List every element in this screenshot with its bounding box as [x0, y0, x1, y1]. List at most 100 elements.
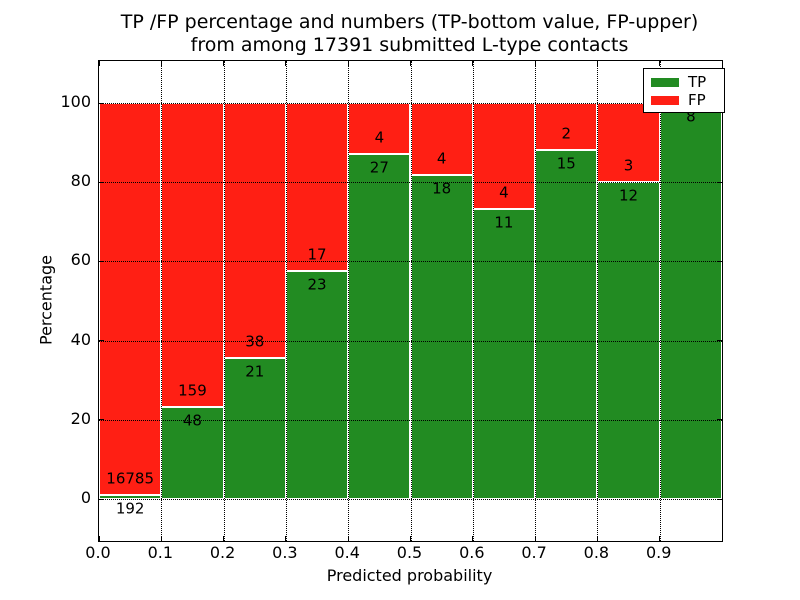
gridline-x-0.5 [410, 61, 412, 541]
gridline-x-0.2 [223, 61, 225, 541]
bar-0.3-0.4-tp-segment [285, 271, 349, 499]
bar-0.2-0.3-fp-segment [223, 103, 286, 359]
y-tick-label-80: 80 [70, 171, 91, 191]
bar-0.6-0.7-fp-count: 4 [499, 183, 509, 202]
y-tick-left-60 [99, 260, 104, 262]
x-tick-bottom-0.4 [347, 536, 349, 541]
gridline-x-0.9 [659, 61, 661, 541]
y-tick-left-0 [99, 498, 104, 500]
y-tick-right-20 [717, 419, 722, 421]
tp-color-swatch [651, 77, 679, 87]
y-tick-right-60 [717, 260, 722, 262]
x-tick-top-0.8 [596, 61, 598, 66]
bar-0.7-0.8-fp-count: 2 [561, 124, 572, 143]
bar-0.1-0.2-fp-count: 159 [178, 381, 207, 400]
x-tick-label-0.3: 0.3 [272, 543, 298, 562]
y-tick-right-80 [717, 181, 722, 183]
x-tick-bottom-0.7 [534, 536, 536, 541]
chart-title-line2: from among 17391 submitted L-type contac… [190, 34, 629, 56]
x-tick-top-0.7 [534, 61, 536, 66]
x-tick-label-0.7: 0.7 [521, 543, 547, 562]
fp-color-swatch [651, 95, 679, 105]
y-tick-left-100 [99, 102, 104, 104]
bar-0.4-0.5-tp-count: 27 [369, 158, 389, 177]
legend-entry-tp: TP [651, 74, 717, 90]
bar-0.2-0.3-tp-count: 21 [245, 362, 265, 381]
x-tick-top-0.6 [472, 61, 474, 66]
x-tick-label-0.1: 0.1 [147, 543, 174, 562]
x-tick-label-0.2: 0.2 [209, 543, 236, 562]
y-tick-right-0 [717, 498, 722, 500]
bar-0.6-0.7-tp-count: 11 [494, 213, 514, 232]
y-tick-label-40: 40 [70, 329, 91, 349]
bar-0.5-0.6-tp-segment [410, 175, 473, 499]
bar-0.8-0.9-fp-segment [597, 103, 660, 183]
bar-0.0-0.1-tp-count: 192 [115, 499, 145, 518]
x-tick-top-0.0 [98, 61, 100, 66]
x-tick-bottom-0.2 [223, 536, 225, 541]
y-tick-label-60: 60 [70, 250, 91, 270]
bar-0.0-0.1-fp-segment [99, 103, 162, 495]
bar-0.5-0.6-tp-count: 18 [432, 179, 452, 198]
gridline-x-0.6 [472, 61, 474, 541]
bar-0.4-0.5-tp-segment [348, 154, 411, 499]
bar-0.2-0.3-fp-count: 38 [245, 332, 265, 351]
bar-0.1-0.2-tp-count: 48 [182, 411, 202, 430]
bar-0.6-0.7-fp-segment [472, 103, 536, 209]
x-tick-top-0.5 [410, 61, 411, 66]
y-tick-label-0: 0 [80, 488, 91, 507]
bar-0.8-0.9-tp-count: 12 [619, 186, 639, 205]
x-tick-label-0.6: 0.6 [459, 543, 485, 562]
chart-title-line1: TP /FP percentage and numbers (TP-bottom… [120, 11, 699, 33]
bar-0.4-0.5-fp-segment [348, 103, 411, 155]
bar-0.6-0.7-tp-segment [472, 208, 536, 499]
x-tick-top-0.2 [223, 61, 225, 66]
x-tick-label-0.4: 0.4 [334, 543, 360, 562]
y-tick-left-40 [99, 340, 104, 342]
x-tick-label-0.0: 0.0 [85, 543, 111, 562]
x-tick-label-0.5: 0.5 [396, 543, 423, 562]
x-tick-bottom-0.8 [596, 536, 598, 541]
bar-0.0-0.1-fp-count: 16785 [106, 469, 154, 488]
bar-0.9-1.0-tp-count: 8 [686, 107, 696, 126]
y-tick-left-20 [99, 419, 104, 421]
bar-0.0-0.1-tp-segment [99, 494, 162, 499]
bar-0.7-0.8-tp-segment [535, 149, 598, 499]
x-tick-bottom-0.3 [285, 536, 287, 541]
gridline-x-0.1 [161, 61, 163, 541]
bar-0.9-1.0-tp-segment [659, 103, 722, 499]
gridline-x-0.4 [348, 61, 350, 541]
bar-0.7-0.8-fp-segment [535, 103, 598, 150]
gridline-x-0.8 [597, 61, 599, 541]
bar-0.8-0.9-fp-count: 3 [623, 156, 634, 175]
x-axis-label: Predicted probability [326, 566, 493, 585]
bar-0.3-0.4-tp-count: 23 [307, 275, 327, 294]
bar-0.5-0.6-fp-count: 4 [436, 149, 447, 168]
x-tick-top-0.1 [160, 61, 162, 66]
y-tick-label-100: 100 [60, 92, 91, 111]
bar-0.1-0.2-fp-segment [161, 103, 224, 408]
legend-label-fp: FP [688, 91, 706, 109]
x-tick-label-0.8: 0.8 [583, 543, 610, 562]
bar-0.3-0.4-fp-count: 17 [307, 245, 327, 264]
plot-area: 16785 192 159 48 38 21 17 23 4 27 4 18 4 11 2 15 3 12 8 [98, 60, 723, 542]
x-tick-bottom-0.1 [160, 536, 162, 541]
y-tick-right-40 [717, 340, 722, 342]
y-tick-left-80 [99, 181, 104, 183]
x-tick-bottom-0.0 [98, 536, 100, 541]
x-tick-top-0.9 [659, 61, 661, 66]
bar-0.4-0.5-fp-count: 4 [374, 128, 385, 147]
y-tick-label-20: 20 [70, 408, 91, 428]
x-tick-top-0.3 [285, 61, 287, 66]
gridline-x-0.7 [535, 61, 537, 541]
x-tick-label-0.9: 0.9 [645, 543, 672, 562]
bar-0.7-0.8-tp-count: 15 [556, 154, 576, 173]
x-tick-bottom-0.5 [410, 536, 411, 541]
x-tick-top-0.4 [347, 61, 349, 66]
x-tick-bottom-0.9 [659, 536, 661, 541]
bar-0.1-0.2-tp-segment [161, 407, 224, 499]
x-tick-bottom-0.6 [472, 536, 474, 541]
gridline-x-0.3 [285, 61, 287, 541]
bar-0.8-0.9-tp-segment [597, 182, 660, 499]
